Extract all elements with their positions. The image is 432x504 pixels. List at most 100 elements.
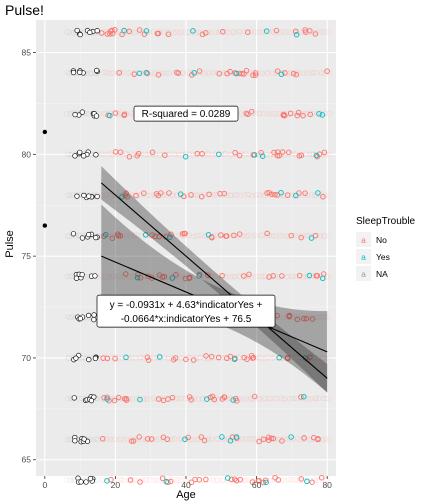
data-point (208, 436, 215, 442)
data-point (325, 232, 332, 239)
data-point (245, 476, 252, 483)
data-point (283, 29, 289, 35)
data-point-yes (308, 235, 315, 241)
data-point-no (111, 397, 118, 404)
data-point-no (100, 355, 106, 361)
data-point (64, 273, 70, 280)
data-point-no (232, 149, 238, 156)
data-point-no (279, 438, 285, 444)
data-point (252, 192, 259, 199)
data-point (64, 111, 70, 117)
data-point (179, 70, 185, 76)
data-point (316, 314, 322, 321)
data-point-no (206, 191, 212, 198)
data-point (182, 396, 188, 402)
data-point (107, 151, 113, 157)
data-point (123, 111, 130, 117)
legend-key: a (361, 252, 366, 262)
chart-title: Pulse! (5, 2, 44, 18)
data-point-no (188, 479, 195, 486)
data-point-no (194, 150, 201, 157)
data-point (235, 28, 241, 35)
data-point (144, 151, 151, 158)
data-point (137, 477, 143, 484)
data-point (234, 192, 240, 198)
data-point (155, 436, 162, 443)
r-squared-label-box (133, 105, 239, 122)
data-point (267, 152, 273, 158)
data-point (108, 273, 115, 280)
data-point (102, 69, 109, 76)
data-point (66, 233, 73, 240)
data-point (100, 110, 107, 117)
data-point-no (227, 68, 233, 75)
data-point (263, 152, 269, 158)
data-point-no (141, 190, 147, 196)
data-point-no (112, 355, 118, 362)
data-point (198, 232, 204, 239)
data-point-no (312, 31, 319, 37)
y-axis-ticks: 65 70 75 80 85 (22, 48, 36, 465)
data-point (257, 396, 263, 402)
x-tick-label: 40 (181, 480, 191, 490)
data-point-no (130, 438, 137, 444)
data-point (237, 29, 243, 35)
data-point (272, 111, 278, 117)
data-point-yes (156, 354, 163, 360)
data-point (69, 314, 76, 320)
data-point (268, 395, 274, 402)
data-point (129, 354, 136, 361)
data-point-na (74, 193, 80, 199)
data-point (301, 233, 307, 239)
data-point-no (252, 72, 259, 78)
legend-key: a (361, 235, 366, 245)
data-point (259, 477, 266, 483)
data-point (119, 355, 125, 362)
data-point (218, 192, 225, 198)
data-point-no (236, 70, 242, 77)
data-point (122, 232, 129, 239)
data-point (152, 70, 159, 76)
data-point (102, 111, 108, 117)
data-point (173, 29, 179, 35)
data-point-no (302, 27, 308, 33)
data-point (316, 28, 323, 35)
data-point-no (136, 27, 143, 33)
data-point (119, 476, 126, 483)
data-point (144, 396, 150, 402)
data-point-yes (304, 478, 310, 485)
data-point (145, 192, 152, 199)
data-point (308, 313, 315, 320)
data-point-na (79, 235, 86, 241)
data-point-yes (293, 31, 300, 38)
data-point-no (313, 272, 320, 279)
data-point (64, 437, 71, 443)
data-point (190, 273, 197, 279)
data-point-yes (259, 153, 266, 159)
data-point (262, 273, 269, 279)
data-point-no (298, 152, 305, 159)
data-point (300, 395, 307, 402)
data-point-na (86, 193, 92, 199)
data-point (294, 354, 301, 361)
data-point-yes (196, 273, 202, 279)
equation-label-line: y = -0.0931x + 4.63*indicatorYes + (110, 300, 263, 311)
legend-label: Yes (376, 252, 390, 262)
data-point (326, 110, 333, 117)
data-point-no (220, 28, 226, 35)
data-point-no (116, 69, 123, 76)
data-point-na (93, 152, 99, 158)
data-point-no (144, 354, 151, 361)
data-point (218, 273, 225, 280)
data-point (105, 274, 111, 280)
data-point-no (219, 396, 226, 402)
data-point-no (145, 436, 151, 442)
data-point-no (287, 110, 294, 117)
data-point (144, 477, 150, 483)
data-point (227, 152, 233, 158)
data-point-no (126, 28, 132, 35)
data-point (248, 28, 255, 35)
data-point (269, 477, 275, 484)
data-point-na (73, 355, 79, 361)
data-point (270, 233, 277, 240)
